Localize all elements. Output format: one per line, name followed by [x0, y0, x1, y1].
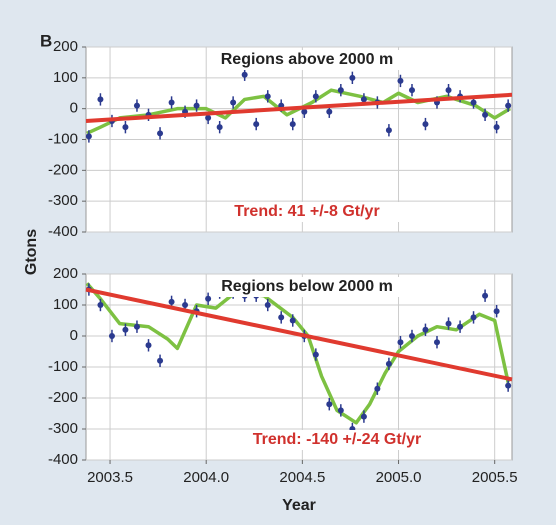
data-point: [505, 382, 512, 389]
data-point: [493, 124, 500, 131]
data-point: [312, 351, 319, 358]
x-tick-label: 2004.0: [183, 469, 229, 486]
data-point: [278, 314, 285, 321]
data-point: [349, 74, 356, 81]
data-point: [408, 333, 415, 339]
y-tick-label: -300: [48, 192, 78, 209]
data-point: [264, 93, 271, 100]
data-point: [241, 71, 248, 78]
y-tick-label: 200: [53, 38, 78, 55]
data-point: [253, 121, 260, 128]
y-tick-label: 100: [53, 296, 78, 313]
annotation-backing: [212, 202, 402, 222]
data-point: [445, 320, 452, 327]
data-point: [122, 124, 129, 131]
data-point: [493, 308, 500, 315]
data-point: [326, 401, 333, 408]
data-point: [422, 326, 429, 333]
data-point: [445, 87, 452, 94]
data-point: [360, 96, 367, 103]
x-tick-label: 2004.5: [279, 469, 325, 486]
y-tick-label: -300: [48, 420, 78, 437]
trend-line: [85, 92, 513, 123]
y-tick-label: -400: [48, 223, 78, 240]
data-point: [85, 133, 92, 140]
data-point: [157, 357, 164, 364]
data-point: [108, 333, 115, 339]
data-point: [157, 130, 164, 137]
y-tick-label: 0: [70, 327, 78, 344]
data-point: [312, 93, 319, 100]
data-point: [422, 121, 429, 128]
data-point: [433, 339, 440, 346]
data-point: [168, 99, 175, 106]
data-point: [289, 317, 296, 324]
data-point: [97, 96, 104, 103]
y-tick-label: 0: [70, 100, 78, 117]
trend-annotation: Trend: -140 +/-24 Gt/yr: [253, 431, 422, 448]
data-point: [457, 323, 464, 330]
data-point: [408, 87, 415, 94]
y-axis-label: Gtons: [23, 229, 40, 275]
trend-line: [85, 287, 513, 382]
data-point: [264, 302, 271, 308]
data-point: [470, 99, 477, 106]
data-point: [133, 323, 140, 330]
data-point: [168, 298, 175, 305]
title-backing: [212, 277, 402, 297]
title-backing: [212, 50, 402, 70]
data-point: [205, 114, 212, 121]
x-tick-label: 2003.5: [87, 469, 133, 486]
data-point: [216, 124, 223, 131]
data-point: [397, 339, 404, 346]
data-point: [193, 102, 200, 109]
y-tick-label: 100: [53, 69, 78, 86]
data-point: [482, 292, 489, 299]
x-tick-label: 2005.0: [376, 469, 422, 486]
panel-title: Regions above 2000 m: [221, 51, 394, 68]
data-point: [145, 342, 152, 349]
y-tick-label: -200: [48, 161, 78, 178]
data-point: [326, 108, 333, 115]
data-point: [230, 99, 237, 106]
data-point: [397, 77, 404, 84]
data-point: [470, 314, 477, 321]
panel-title: Regions below 2000 m: [221, 278, 393, 295]
data-point: [182, 302, 189, 308]
data-point: [385, 360, 392, 367]
data-point: [205, 295, 212, 302]
data-point: [301, 108, 308, 115]
trend-annotation: Trend: 41 +/-8 Gt/yr: [234, 203, 379, 220]
data-point: [360, 413, 367, 420]
y-tick-label: -400: [48, 451, 78, 468]
data-point: [482, 111, 489, 118]
panel-label: B: [40, 31, 52, 50]
x-tick-label: 2005.5: [472, 469, 518, 486]
y-tick-label: 200: [53, 265, 78, 282]
data-point: [374, 385, 381, 392]
data-point: [385, 127, 392, 134]
x-axis-label: Year: [282, 497, 316, 514]
y-tick-label: -100: [48, 130, 78, 147]
data-point: [133, 102, 140, 109]
y-tick-label: -200: [48, 389, 78, 406]
data-point: [337, 87, 344, 94]
data-point: [505, 102, 512, 109]
data-point: [122, 326, 129, 333]
data-point: [97, 302, 104, 308]
annotation-backing: [242, 430, 432, 450]
data-point: [337, 407, 344, 414]
y-tick-label: -100: [48, 358, 78, 375]
data-point: [289, 121, 296, 128]
